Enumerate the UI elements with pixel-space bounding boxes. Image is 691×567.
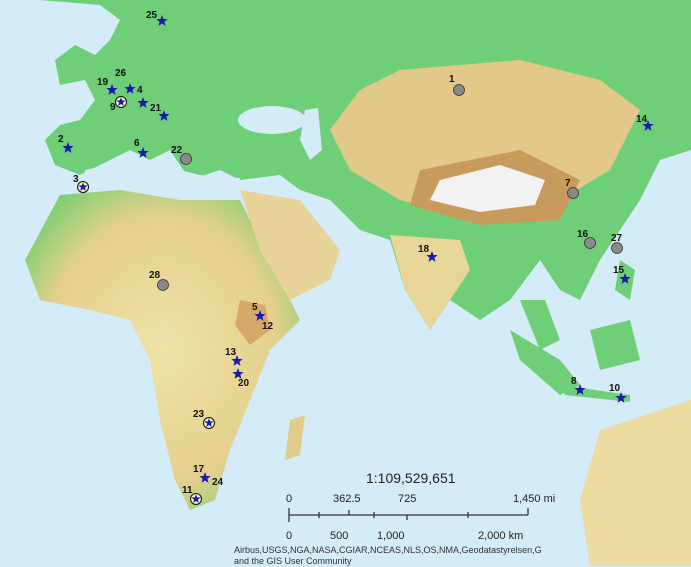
site-label: 27 — [611, 233, 623, 244]
site-marker-20[interactable]: 20 — [232, 368, 250, 389]
site-label: 19 — [97, 77, 109, 88]
star-marker-icon — [426, 251, 438, 262]
scale-ratio: 1:109,529,651 — [366, 470, 456, 486]
scale-km-label: 0 — [286, 530, 293, 542]
site-label: 24 — [212, 477, 224, 488]
site-marker-23[interactable]: 23 — [193, 409, 215, 429]
site-label: 18 — [418, 244, 430, 255]
scale-mi-label: 725 — [398, 493, 417, 505]
site-marker-2[interactable]: 2 — [58, 134, 74, 153]
scale-km-label: 1,000 — [377, 530, 405, 542]
site-label: 4 — [137, 85, 143, 96]
circle-marker-icon — [584, 237, 596, 249]
site-marker-1[interactable]: 1 — [449, 74, 465, 96]
circle-marker-icon — [567, 187, 579, 199]
star-marker-icon — [116, 97, 126, 106]
scale-km-label: 2,000 km — [478, 530, 524, 542]
site-marker-15[interactable]: 15 — [613, 265, 631, 284]
circle-marker-icon — [180, 153, 192, 165]
site-label: 10 — [609, 383, 621, 394]
site-label: 28 — [149, 270, 161, 281]
site-label: 7 — [565, 178, 571, 189]
circle-marker-icon — [611, 242, 623, 254]
site-marker-11[interactable]: 11 — [182, 485, 202, 505]
site-marker-13[interactable]: 13 — [225, 347, 243, 366]
site-marker-9[interactable]: 9 — [110, 96, 127, 114]
site-label: 14 — [636, 114, 648, 125]
site-label: 5 — [252, 302, 258, 313]
site-label: 6 — [134, 138, 140, 149]
site-markers: 1234567891011121314151617181920212223242… — [58, 10, 654, 505]
star-marker-icon — [574, 384, 586, 395]
star-marker-icon — [619, 273, 631, 284]
star-marker-icon — [642, 120, 654, 131]
star-marker-icon — [106, 84, 118, 95]
site-label: 9 — [110, 102, 116, 113]
site-marker-16[interactable]: 16 — [577, 229, 596, 249]
scale-mi-label: 1,450 mi — [513, 493, 556, 505]
star-marker-icon — [62, 142, 74, 153]
star-marker-icon — [158, 110, 170, 121]
circle-marker-icon — [453, 84, 465, 96]
site-label: 1 — [449, 74, 455, 85]
site-marker-21[interactable]: 21 — [150, 103, 170, 121]
site-label: 20 — [238, 378, 250, 389]
site-marker-26[interactable]: 26 — [115, 68, 127, 79]
site-marker-28[interactable]: 28 — [149, 270, 169, 291]
star-marker-icon — [254, 310, 266, 321]
site-label: 26 — [115, 68, 127, 79]
attribution-line: and the GIS User Community — [234, 556, 352, 566]
star-marker-icon — [199, 472, 211, 483]
land — [25, 0, 691, 566]
site-marker-27[interactable]: 27 — [611, 233, 623, 254]
site-label: 3 — [73, 174, 79, 185]
site-marker-10[interactable]: 10 — [609, 383, 627, 403]
star-marker-icon — [137, 97, 149, 108]
site-marker-14[interactable]: 14 — [636, 114, 654, 131]
scale-mi-label: 0 — [286, 493, 293, 505]
site-marker-12[interactable]: 12 — [262, 321, 274, 332]
site-marker-7[interactable]: 7 — [565, 178, 579, 199]
site-label: 17 — [193, 464, 205, 475]
site-marker-8[interactable]: 8 — [571, 376, 586, 395]
star-marker-icon — [615, 392, 627, 403]
site-label: 11 — [182, 485, 193, 496]
attribution-line: Airbus,USGS,NGA,NASA,CGIAR,NCEAS,NLS,OS,… — [234, 545, 542, 555]
star-marker-icon — [231, 355, 243, 366]
star-marker-icon — [156, 15, 168, 26]
site-marker-5[interactable]: 5 — [252, 302, 266, 321]
scale-bar — [288, 508, 529, 522]
site-marker-19[interactable]: 19 — [97, 77, 118, 95]
site-label: 22 — [171, 145, 183, 156]
star-marker-icon — [232, 368, 244, 379]
scale-km-label: 500 — [330, 530, 349, 542]
site-marker-6[interactable]: 6 — [134, 138, 149, 158]
site-label: 16 — [577, 229, 589, 240]
star-marker-icon — [78, 182, 88, 191]
map-attribution: Airbus,USGS,NGA,NASA,CGIAR,NCEAS,NLS,OS,… — [234, 545, 691, 567]
site-label: 8 — [571, 376, 577, 387]
site-marker-24[interactable]: 24 — [212, 477, 224, 488]
site-marker-22[interactable]: 22 — [171, 145, 192, 165]
site-label: 21 — [150, 103, 162, 114]
site-label: 13 — [225, 347, 237, 358]
site-label: 12 — [262, 321, 274, 332]
site-marker-3[interactable]: 3 — [73, 174, 89, 193]
site-marker-18[interactable]: 18 — [418, 244, 438, 262]
site-label: 23 — [193, 409, 205, 420]
site-marker-4[interactable]: 4 — [124, 83, 143, 96]
scale-mi-label: 362.5 — [333, 493, 361, 505]
star-marker-icon — [191, 494, 201, 503]
star-marker-icon — [204, 418, 214, 427]
site-label: 15 — [613, 265, 625, 276]
circle-marker-icon — [157, 279, 169, 291]
site-label: 2 — [58, 134, 64, 145]
site-label: 25 — [146, 10, 158, 21]
star-marker-icon — [137, 147, 149, 158]
site-marker-17[interactable]: 17 — [193, 464, 211, 483]
site-marker-25[interactable]: 25 — [146, 10, 168, 26]
star-marker-icon — [124, 83, 136, 94]
